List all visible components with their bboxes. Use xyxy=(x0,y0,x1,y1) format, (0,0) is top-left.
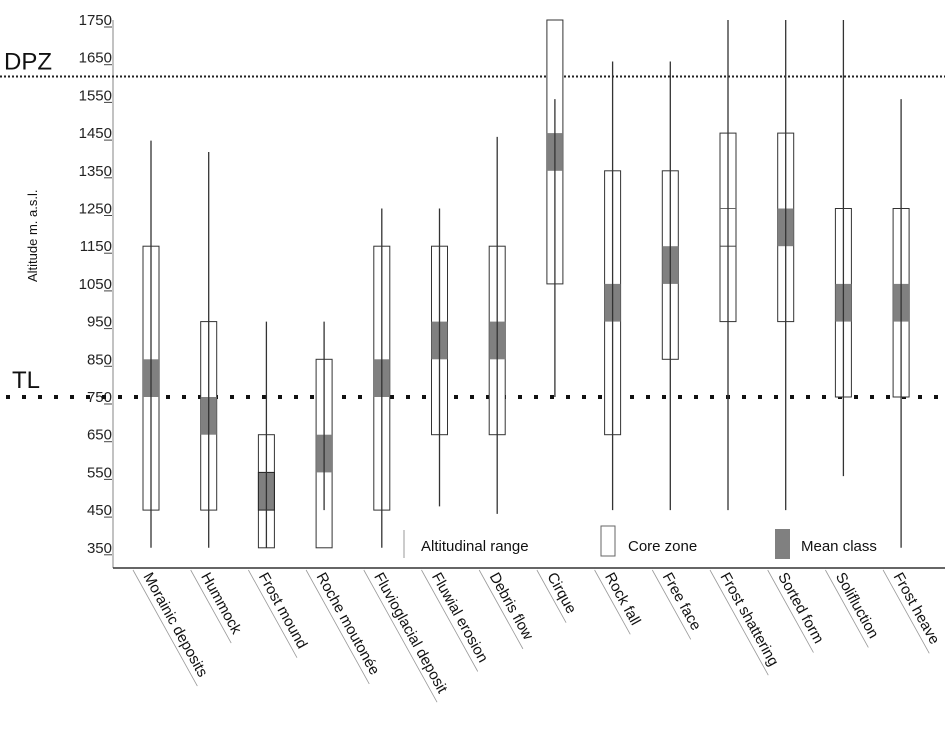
x-tick-leader xyxy=(767,569,814,653)
x-tick-label: Fluwial erosion xyxy=(428,570,491,666)
dpz-label: DPZ xyxy=(4,49,52,76)
y-tick-label: 1350 xyxy=(79,163,112,180)
x-tick-leader xyxy=(594,569,631,635)
y-ticks: 1750 1650 1550 1450 1350 1250 1150 1050 950 850 75… xyxy=(79,12,112,557)
axes xyxy=(112,20,945,569)
y-tick-label: 350 xyxy=(87,540,112,557)
x-tick-leader xyxy=(421,569,479,672)
y-tick-label: 1650 xyxy=(79,50,112,67)
x-tick-label: Hummock xyxy=(197,570,245,638)
x-tick-label: Debris flow xyxy=(486,570,537,643)
category-group xyxy=(719,20,737,511)
y-tick-label: 650 xyxy=(87,427,112,444)
y-tick-label: 950 xyxy=(87,314,112,331)
y-tick-label: 1750 xyxy=(79,12,112,29)
y-tick-label: 1450 xyxy=(79,125,112,142)
x-tick-label: Cirque xyxy=(543,570,579,617)
boxes xyxy=(142,19,910,549)
x-tick-leader xyxy=(248,569,298,658)
x-tick-label: Rock fall xyxy=(601,570,644,629)
category-group xyxy=(373,208,391,548)
category-group xyxy=(315,321,333,549)
category-group xyxy=(142,140,160,548)
x-tick-label: Sorted form xyxy=(774,570,827,647)
y-tick-label: 750 xyxy=(87,389,112,406)
x-tick-leader xyxy=(478,569,524,650)
x-tick-label: Morainic deposits xyxy=(140,570,211,680)
y-tick-label: 1550 xyxy=(79,87,112,104)
reference-lines: DPZ TL xyxy=(0,49,945,399)
category-group xyxy=(546,19,564,397)
legend-mean-swatch xyxy=(775,529,790,559)
y-tick-label: 1050 xyxy=(79,276,112,293)
category-group xyxy=(777,20,795,511)
category-group xyxy=(892,99,910,548)
y-axis-label: Altitude m. a.s.l. xyxy=(25,190,40,282)
x-tick-leader xyxy=(132,569,198,687)
legend-range-label: Altitudinal range xyxy=(421,538,529,555)
legend-core-label: Core zone xyxy=(628,538,697,555)
x-tick-leader xyxy=(536,569,567,623)
y-tick-label: 1250 xyxy=(79,201,112,218)
tl-label: TL xyxy=(12,367,40,394)
x-tick-leader xyxy=(882,569,930,654)
category-group xyxy=(200,151,218,548)
legend-core-swatch xyxy=(600,525,616,557)
x-tick-label: Free face xyxy=(659,570,705,634)
legend-mean-label: Mean class xyxy=(801,538,877,555)
legend: Altitudinal range Core zone Mean class xyxy=(403,525,877,559)
y-tick-label: 550 xyxy=(87,464,112,481)
category-group xyxy=(431,208,448,507)
x-tick-leader xyxy=(825,569,869,648)
x-tick-leader xyxy=(363,569,438,703)
x-tick-leader xyxy=(709,569,769,676)
x-tick-label: Frost shattering xyxy=(717,570,782,669)
x-tick-leader xyxy=(651,569,692,640)
x-tick-label: Frost heave xyxy=(890,570,943,648)
x-tick-label: Frost mound xyxy=(255,570,311,652)
y-tick-label: 450 xyxy=(87,502,112,519)
category-group xyxy=(604,61,622,511)
category-group xyxy=(834,20,852,477)
x-tick-label: Solifluction xyxy=(832,570,882,642)
x-tick-leader xyxy=(190,569,232,644)
x-tick-leader xyxy=(305,569,370,685)
category-group xyxy=(257,321,275,549)
category-group xyxy=(488,136,506,514)
y-tick-label: 850 xyxy=(87,351,112,368)
category-group xyxy=(661,61,679,511)
y-tick-label: 1150 xyxy=(80,238,112,255)
